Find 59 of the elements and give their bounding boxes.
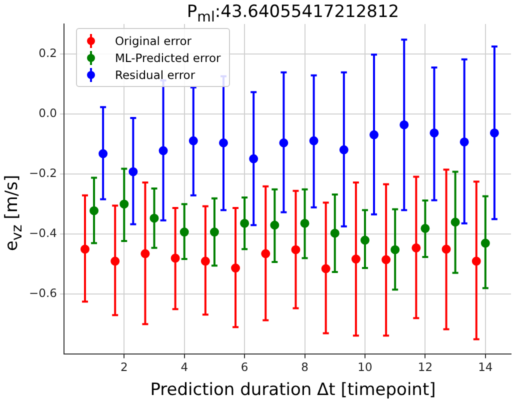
point <box>360 236 370 245</box>
x-axis-title: Prediction duration Δt [timepoint] <box>149 380 437 400</box>
point <box>261 249 270 258</box>
point <box>321 264 330 274</box>
x-tick-label: 14 <box>478 360 493 374</box>
point <box>300 218 310 228</box>
point <box>231 264 240 273</box>
point <box>330 228 340 238</box>
point <box>370 130 379 140</box>
point <box>188 136 198 146</box>
point <box>240 218 250 228</box>
point <box>291 245 300 254</box>
point <box>218 138 228 148</box>
point <box>390 245 400 254</box>
chart-title: P$_{ml}$:43.64055417212812 <box>186 2 400 26</box>
point <box>339 145 348 154</box>
point <box>128 167 138 176</box>
x-tick-label: 4 <box>180 360 188 374</box>
point <box>412 243 421 252</box>
point <box>480 238 490 248</box>
point <box>158 146 168 156</box>
x-tick-label: 2 <box>120 360 128 374</box>
y-tick-label: −0.4 <box>28 226 57 240</box>
legend-label: Residual error <box>115 68 196 82</box>
x-tick-label: 12 <box>418 360 433 374</box>
y-tick-label: 0.2 <box>38 46 57 60</box>
point <box>98 149 108 158</box>
point <box>120 200 129 209</box>
point <box>270 220 280 230</box>
point <box>279 138 288 148</box>
point <box>200 256 210 266</box>
x-tick-label: 8 <box>301 360 308 374</box>
y-tick-label: 0.0 <box>38 106 57 120</box>
point <box>490 128 499 138</box>
point <box>150 214 159 223</box>
legend-label: ML-Predicted error <box>115 50 221 64</box>
point <box>400 120 409 130</box>
point <box>351 254 360 264</box>
point <box>450 218 460 227</box>
legend-label: Original error <box>115 34 192 48</box>
point <box>472 256 481 266</box>
y-tick-label: −0.6 <box>28 286 57 300</box>
point <box>460 137 469 146</box>
x-tick-label: 10 <box>358 360 372 374</box>
point <box>80 244 90 254</box>
x-tick-label: 6 <box>240 360 248 374</box>
point <box>140 249 150 258</box>
point <box>382 255 391 264</box>
point <box>442 244 451 254</box>
point <box>210 228 219 237</box>
point <box>430 128 439 138</box>
point <box>110 256 120 266</box>
point <box>90 206 99 216</box>
point <box>180 228 189 237</box>
point <box>170 254 180 263</box>
point <box>249 154 258 164</box>
point <box>309 136 318 146</box>
point <box>420 224 430 233</box>
y-tick-label: −0.2 <box>28 166 57 180</box>
